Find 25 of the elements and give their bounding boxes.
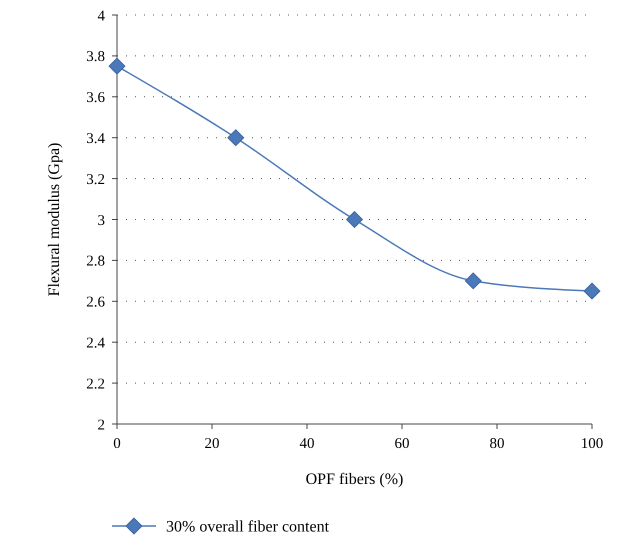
point: [108, 58, 126, 75]
y-axis-title: Flexural modulus (Gpa): [46, 142, 63, 296]
point: [227, 129, 244, 146]
y-tick-label: 3.4: [86, 130, 106, 147]
y-tick-label: 2.8: [86, 254, 105, 270]
x-tick-label: 20: [204, 436, 220, 452]
point: [346, 211, 363, 228]
y-tick-label: 3: [98, 212, 105, 229]
y-tick-label: 3.6: [86, 90, 106, 106]
x-tick-label: 0: [113, 436, 121, 452]
y-tick-label: 3.8: [86, 49, 105, 66]
x-axis-title: OPF fibers (%): [306, 471, 404, 488]
y-tick-label: 2: [98, 417, 105, 434]
x-tick-label: 60: [394, 436, 410, 452]
x-tick-label: 40: [300, 436, 314, 452]
y-tick-label: 2.4: [86, 335, 106, 352]
legend-label: 30% overall fiber content: [166, 518, 330, 536]
y-tick-label: 4: [98, 8, 106, 24]
y-tick-label: 2.2: [86, 376, 105, 392]
y-tick-label: 3.2: [86, 172, 105, 188]
x-tick-label: 100: [580, 436, 604, 452]
x-tick-label: 80: [490, 436, 504, 452]
y-tick-label: 2.6: [86, 294, 106, 311]
point: [584, 282, 600, 300]
point: [464, 272, 482, 290]
